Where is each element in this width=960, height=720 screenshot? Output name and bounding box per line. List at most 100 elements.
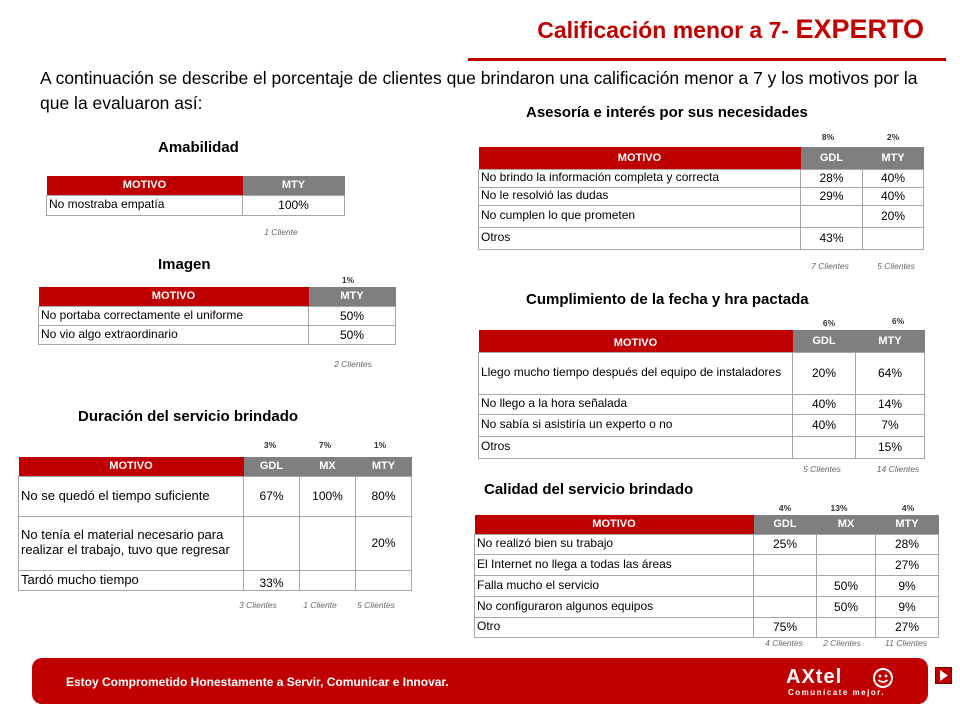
mty-cell: 40%	[862, 168, 924, 188]
calidad-pct-mty: 4%	[901, 503, 915, 513]
mty-cell: 7%	[855, 413, 925, 437]
col-header-mty: MTY	[355, 457, 412, 476]
table-header-row: MOTIVO MTY	[38, 287, 396, 306]
asesoria-pct-mty: 2%	[886, 132, 900, 142]
table-row: No mostraba empatía 100%	[46, 194, 345, 216]
asesoria-client-count-mty: 5 Clientes	[877, 261, 915, 271]
gdl-cell: 25%	[753, 533, 817, 555]
table-row: No configuraron algunos equipos 50% 9%	[474, 595, 939, 618]
footer-bar: Estoy Comprometido Honestamente a Servir…	[32, 658, 928, 704]
motivo-cell: El Internet no llega a todas las áreas	[474, 553, 754, 576]
motivo-cell: No brindo la información completa y corr…	[478, 168, 801, 188]
motivo-cell: No le resolvió las dudas	[478, 186, 801, 206]
table-row: No portaba correctamente el uniforme 50%	[38, 305, 396, 326]
logo-tagline: Comunícate mejor.	[788, 688, 886, 697]
gdl-cell: 43%	[800, 226, 863, 250]
duracion-pct-mty: 1%	[373, 440, 387, 450]
calidad-pct-gdl: 4%	[778, 503, 792, 513]
motivo-cell: Tardó mucho tiempo	[18, 569, 244, 591]
mty-cell: 28%	[875, 533, 939, 555]
cumplimiento-title: Cumplimiento de la fecha y hra pactada	[526, 291, 809, 308]
asesoria-client-count-gdl: 7 Clientes	[811, 261, 849, 271]
calidad-client-count-mty: 11 Clientes	[885, 638, 927, 648]
mty-cell	[355, 569, 412, 591]
calidad-client-count-gdl: 4 Clientes	[765, 638, 803, 648]
table-header-row: MOTIVO GDL MTY	[478, 330, 925, 352]
imagen-pct-mty: 1%	[341, 275, 355, 285]
mty-cell: 50%	[308, 305, 396, 326]
duracion-pct-mx: 7%	[318, 440, 332, 450]
col-header-motivo: MOTIVO	[18, 457, 244, 476]
mty-cell: 14%	[855, 393, 925, 415]
imagen-table: MOTIVO MTY No portaba correctamente el u…	[38, 287, 396, 345]
table-row: No se quedó el tiempo suficiente 67% 100…	[18, 475, 412, 517]
gdl-cell	[753, 553, 817, 576]
col-header-mty: MTY	[308, 287, 396, 306]
mx-cell	[299, 515, 356, 571]
gdl-cell: 20%	[792, 351, 856, 395]
mty-cell: 15%	[855, 435, 925, 459]
col-header-mty: MTY	[242, 176, 345, 195]
logo-wordmark: AXtel	[786, 666, 843, 688]
table-header-row: MOTIVO GDL MTY	[478, 147, 924, 169]
mty-cell: 80%	[355, 475, 412, 517]
mty-cell: 40%	[862, 186, 924, 206]
motivo-cell: Otros	[478, 226, 801, 250]
gdl-cell: 40%	[792, 393, 856, 415]
table-row: No le resolvió las dudas 29% 40%	[478, 186, 924, 206]
motivo-cell: No cumplen lo que prometen	[478, 204, 801, 228]
mx-cell: 50%	[816, 595, 876, 618]
col-header-gdl: GDL	[792, 330, 856, 352]
table-row: Falla mucho el servicio 50% 9%	[474, 574, 939, 597]
table-row: No cumplen lo que prometen 20%	[478, 204, 924, 228]
col-header-gdl: GDL	[800, 147, 863, 169]
mx-cell	[299, 569, 356, 591]
mty-cell: 50%	[308, 324, 396, 345]
motivo-cell: No mostraba empatía	[46, 194, 243, 216]
intro-text: A continuación se describe el porcentaje…	[40, 68, 918, 113]
mx-cell	[816, 553, 876, 576]
footer-slogan: Estoy Comprometido Honestamente a Servir…	[66, 675, 449, 689]
smiley-person-icon	[873, 668, 893, 688]
col-header-mty: MTY	[875, 515, 939, 534]
col-header-gdl: GDL	[243, 457, 300, 476]
duracion-client-count-mx: 1 Cliente	[303, 600, 337, 610]
calidad-title: Calidad del servicio brindado	[484, 481, 694, 498]
mty-cell: 64%	[855, 351, 925, 395]
play-next-icon	[940, 670, 948, 681]
duracion-pct-gdl: 3%	[263, 440, 277, 450]
next-slide-button[interactable]	[935, 667, 952, 684]
imagen-title: Imagen	[158, 256, 211, 273]
calidad-pct-mx: 13%	[830, 503, 848, 513]
mx-cell	[816, 533, 876, 555]
calidad-table: MOTIVO GDL MX MTY No realizó bien su tra…	[474, 515, 939, 638]
gdl-cell: 75%	[753, 616, 817, 638]
table-row: Llego mucho tiempo después del equipo de…	[478, 351, 925, 395]
gdl-cell	[792, 435, 856, 459]
amabilidad-client-count: 1 Cliente	[264, 227, 298, 237]
col-header-motivo: MOTIVO	[46, 176, 243, 195]
motivo-cell: No realizó bien su trabajo	[474, 533, 754, 555]
gdl-cell: 67%	[243, 475, 300, 517]
table-row: Tardó mucho tiempo 33%	[18, 569, 412, 591]
table-row: Otros 43%	[478, 226, 924, 250]
axtel-logo: AXtel Comunícate mejor.	[786, 666, 906, 698]
gdl-cell	[800, 204, 863, 228]
imagen-client-count: 2 Clientes	[334, 359, 372, 369]
duracion-client-count-gdl: 3 Clientes	[239, 600, 277, 610]
mty-cell	[862, 226, 924, 250]
gdl-cell: 28%	[800, 168, 863, 188]
col-header-motivo: MOTIVO	[478, 330, 793, 352]
cumplimiento-pct-gdl: 6%	[822, 318, 836, 328]
mty-cell: 9%	[875, 595, 939, 618]
mty-cell: 100%	[242, 194, 345, 216]
table-row: No brindo la información completa y corr…	[478, 168, 924, 188]
col-header-mty: MTY	[862, 147, 924, 169]
col-header-motivo: MOTIVO	[38, 287, 309, 306]
motivo-cell: No se quedó el tiempo suficiente	[18, 475, 244, 517]
mx-cell	[816, 616, 876, 638]
motivo-cell: No configuraron algunos equipos	[474, 595, 754, 618]
motivo-cell: Llego mucho tiempo después del equipo de…	[478, 351, 793, 395]
cumplimiento-client-count-gdl: 5 Clientes	[803, 464, 841, 474]
col-header-mx: MX	[816, 515, 876, 534]
